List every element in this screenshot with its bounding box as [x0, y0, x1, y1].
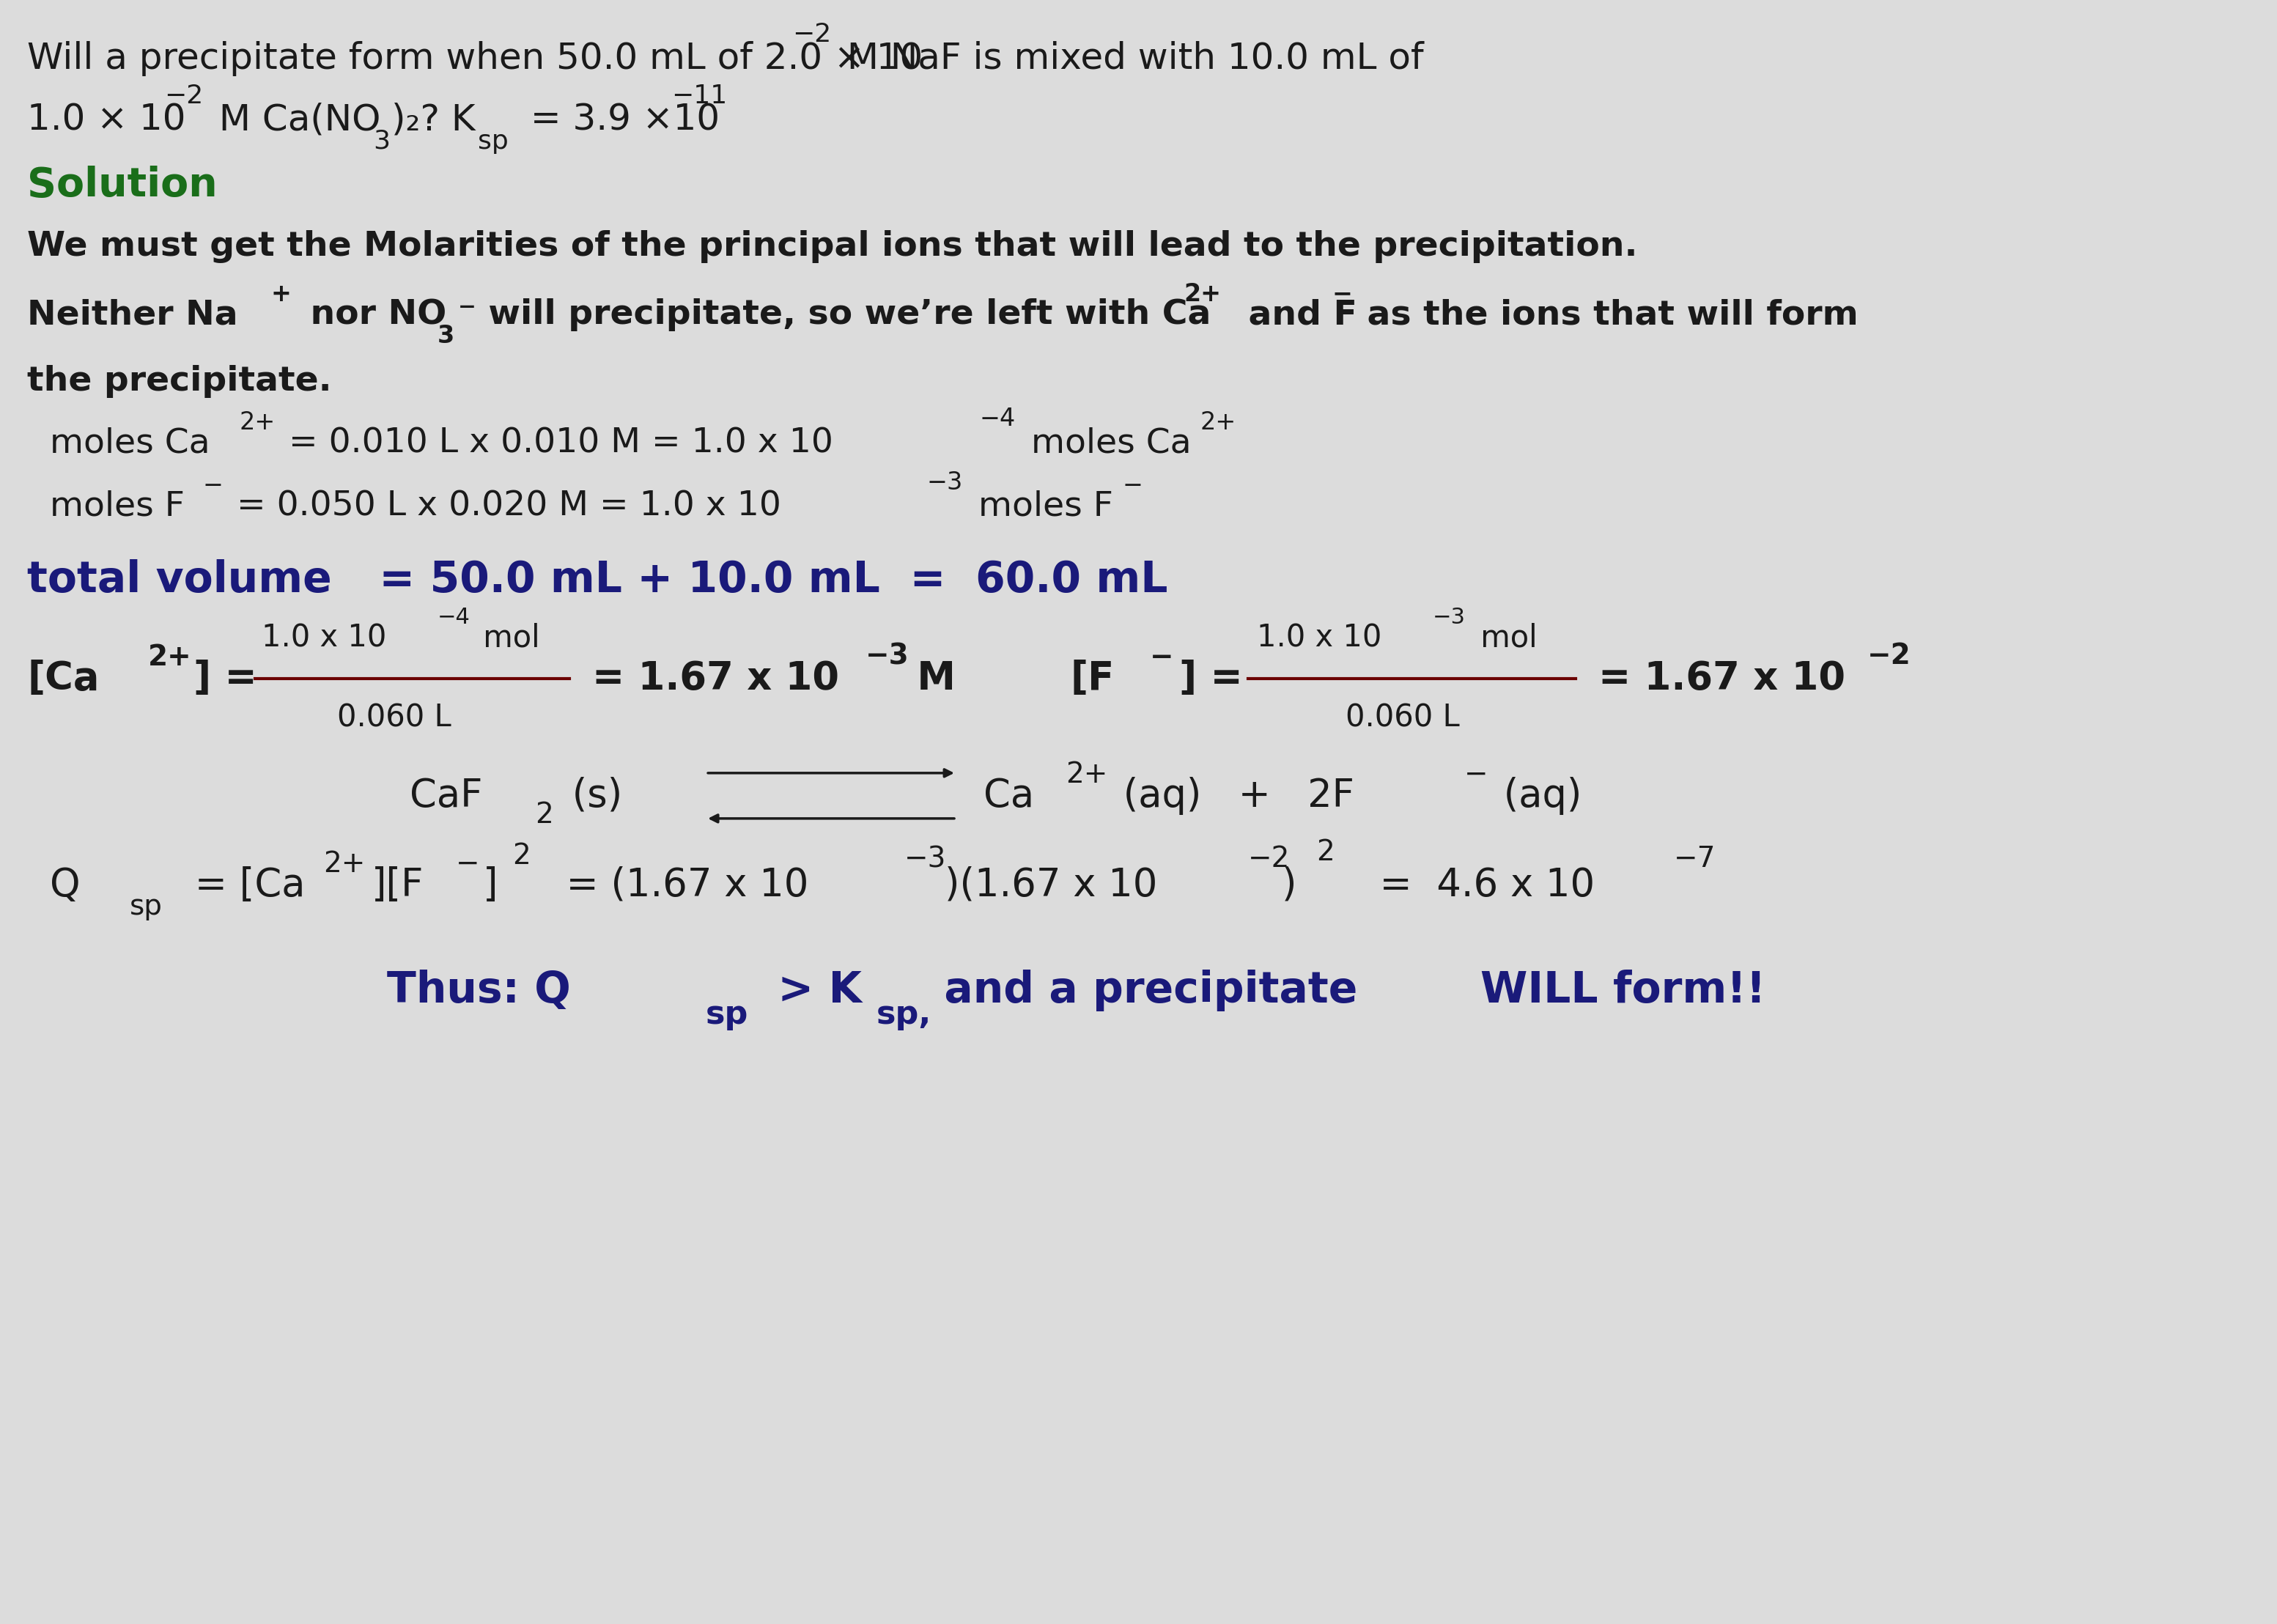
Text: 2+: 2+: [1066, 760, 1107, 789]
Text: Solution: Solution: [27, 166, 219, 205]
Text: −3: −3: [904, 844, 945, 874]
Text: = (1.67 x 10: = (1.67 x 10: [542, 866, 808, 905]
Text: = 50.0 mL + 10.0 mL  =  60.0 mL: = 50.0 mL + 10.0 mL = 60.0 mL: [364, 559, 1168, 601]
Text: −4: −4: [979, 408, 1016, 430]
Text: −: −: [203, 474, 223, 497]
Text: 2: 2: [535, 801, 553, 830]
Text: (aq)   +   2F: (aq) + 2F: [1111, 776, 1355, 815]
Text: [Ca: [Ca: [27, 659, 100, 698]
Text: 2+: 2+: [1200, 411, 1236, 434]
Text: total volume: total volume: [27, 559, 332, 601]
Text: sp: sp: [478, 128, 508, 154]
Text: −2: −2: [792, 21, 831, 47]
Text: +: +: [271, 283, 291, 305]
Text: −2: −2: [1867, 641, 1910, 671]
Text: )(1.67 x 10: )(1.67 x 10: [945, 866, 1157, 905]
Text: ]: ]: [483, 866, 499, 905]
Text: (s): (s): [560, 776, 622, 815]
Text: 1.0 x 10: 1.0 x 10: [1257, 624, 1382, 653]
Text: 2+: 2+: [239, 411, 276, 434]
Text: M NaF is mixed with 10.0 mL of: M NaF is mixed with 10.0 mL of: [836, 41, 1423, 76]
Text: = 1.67 x 10: = 1.67 x 10: [1598, 659, 1844, 698]
Text: −: −: [1123, 474, 1143, 497]
Text: Thus: Q: Thus: Q: [387, 970, 572, 1012]
Text: = 0.010 L x 0.010 M = 1.0 x 10: = 0.010 L x 0.010 M = 1.0 x 10: [278, 427, 833, 460]
Text: CaF: CaF: [410, 776, 483, 815]
Text: −: −: [1332, 283, 1353, 305]
Text: ⁻ will precipitate, so we’re left with Ca: ⁻ will precipitate, so we’re left with C…: [458, 299, 1211, 331]
Text: −3: −3: [865, 641, 909, 671]
Text: 3: 3: [373, 128, 389, 154]
Text: > K: > K: [763, 970, 861, 1012]
Text: WILL form!!: WILL form!!: [1480, 970, 1765, 1012]
Text: −: −: [1150, 643, 1175, 672]
Text: −3: −3: [927, 471, 963, 494]
Text: ] =: ] =: [1179, 659, 1243, 698]
Text: )₂? K: )₂? K: [392, 102, 476, 138]
Text: ): ): [1282, 866, 1298, 905]
Text: mol: mol: [1471, 624, 1537, 653]
Text: the precipitate.: the precipitate.: [27, 365, 332, 398]
Text: −4: −4: [437, 606, 469, 628]
Text: 2+: 2+: [148, 643, 191, 672]
Text: Ca: Ca: [984, 776, 1034, 815]
Text: moles Ca: moles Ca: [1020, 427, 1191, 460]
Text: sp: sp: [130, 892, 162, 921]
Text: −: −: [455, 849, 480, 879]
Text: 2: 2: [512, 841, 531, 870]
Text: = 0.050 L x 0.020 M = 1.0 x 10: = 0.050 L x 0.020 M = 1.0 x 10: [225, 490, 781, 523]
Text: We must get the Molarities of the principal ions that will lead to the precipita: We must get the Molarities of the princi…: [27, 231, 1637, 263]
Text: moles F: moles F: [968, 490, 1113, 523]
Text: Q: Q: [50, 866, 80, 905]
Text: = 1.67 x 10: = 1.67 x 10: [592, 659, 838, 698]
Text: −11: −11: [672, 83, 729, 109]
Text: −: −: [1464, 760, 1489, 789]
Text: mol: mol: [474, 624, 540, 653]
Text: sp,: sp,: [877, 999, 931, 1031]
Text: M Ca(NO: M Ca(NO: [207, 102, 380, 138]
Text: 1.0 × 10: 1.0 × 10: [27, 102, 187, 138]
Text: −3: −3: [1432, 606, 1464, 628]
Text: sp: sp: [706, 999, 749, 1031]
Text: −2: −2: [164, 83, 203, 109]
Text: Will a precipitate form when 50.0 mL of 2.0 × 10: Will a precipitate form when 50.0 mL of …: [27, 41, 922, 76]
Text: 0.060 L: 0.060 L: [337, 703, 451, 732]
Text: 2: 2: [1316, 838, 1334, 867]
Text: 1.0 x 10: 1.0 x 10: [262, 624, 387, 653]
Text: −2: −2: [1248, 844, 1289, 874]
Text: 3: 3: [437, 325, 453, 348]
Text: [F: [F: [1070, 659, 1113, 698]
Text: nor NO: nor NO: [298, 299, 446, 331]
Text: ][F: ][F: [371, 866, 424, 905]
Text: = 3.9 ×10: = 3.9 ×10: [519, 102, 720, 138]
Text: 2+: 2+: [1184, 283, 1220, 305]
Text: moles Ca: moles Ca: [50, 427, 209, 460]
Text: −7: −7: [1674, 844, 1717, 874]
Text: =  4.6 x 10: = 4.6 x 10: [1355, 866, 1594, 905]
Text: and F: and F: [1236, 299, 1357, 331]
Text: moles F: moles F: [50, 490, 184, 523]
Text: and a precipitate: and a precipitate: [929, 970, 1373, 1012]
Text: M: M: [904, 659, 956, 698]
Text: 2+: 2+: [323, 849, 364, 879]
Text: Neither Na: Neither Na: [27, 299, 239, 331]
Text: 0.060 L: 0.060 L: [1346, 703, 1460, 732]
Text: (aq): (aq): [1491, 776, 1583, 815]
Text: ] =: ] =: [194, 659, 257, 698]
Text: = [Ca: = [Ca: [182, 866, 305, 905]
Text: as the ions that will form: as the ions that will form: [1355, 299, 1858, 331]
